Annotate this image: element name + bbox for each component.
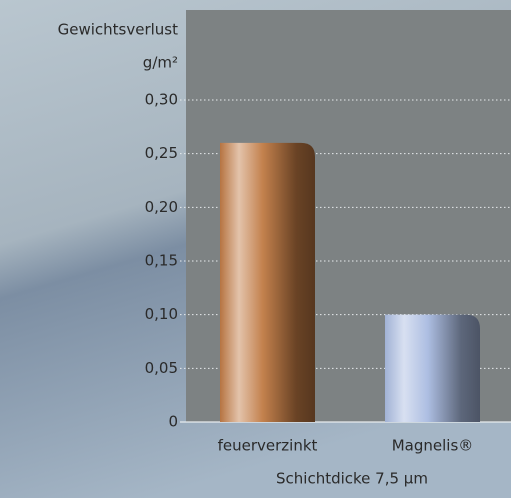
x-axis-label: Schichtdicke 7,5 µm xyxy=(276,470,428,488)
y-tick-label: 0 xyxy=(168,413,178,431)
x-tick-label: feuerverzinkt xyxy=(218,437,318,455)
y-tick-label: 0,15 xyxy=(145,252,178,270)
y-tick-label: 0,20 xyxy=(145,198,178,216)
x-tick-label: Magnelis® xyxy=(392,437,474,455)
bar xyxy=(385,314,480,422)
bar xyxy=(220,142,315,422)
y-axis-unit: g/m² xyxy=(143,54,178,72)
y-tick-label: 0,10 xyxy=(145,305,178,323)
y-tick-label: 0,30 xyxy=(145,91,178,109)
y-axis-label: Gewichtsverlust xyxy=(58,21,178,39)
y-tick-label: 0,05 xyxy=(145,359,178,377)
y-tick-label: 0,25 xyxy=(145,144,178,162)
